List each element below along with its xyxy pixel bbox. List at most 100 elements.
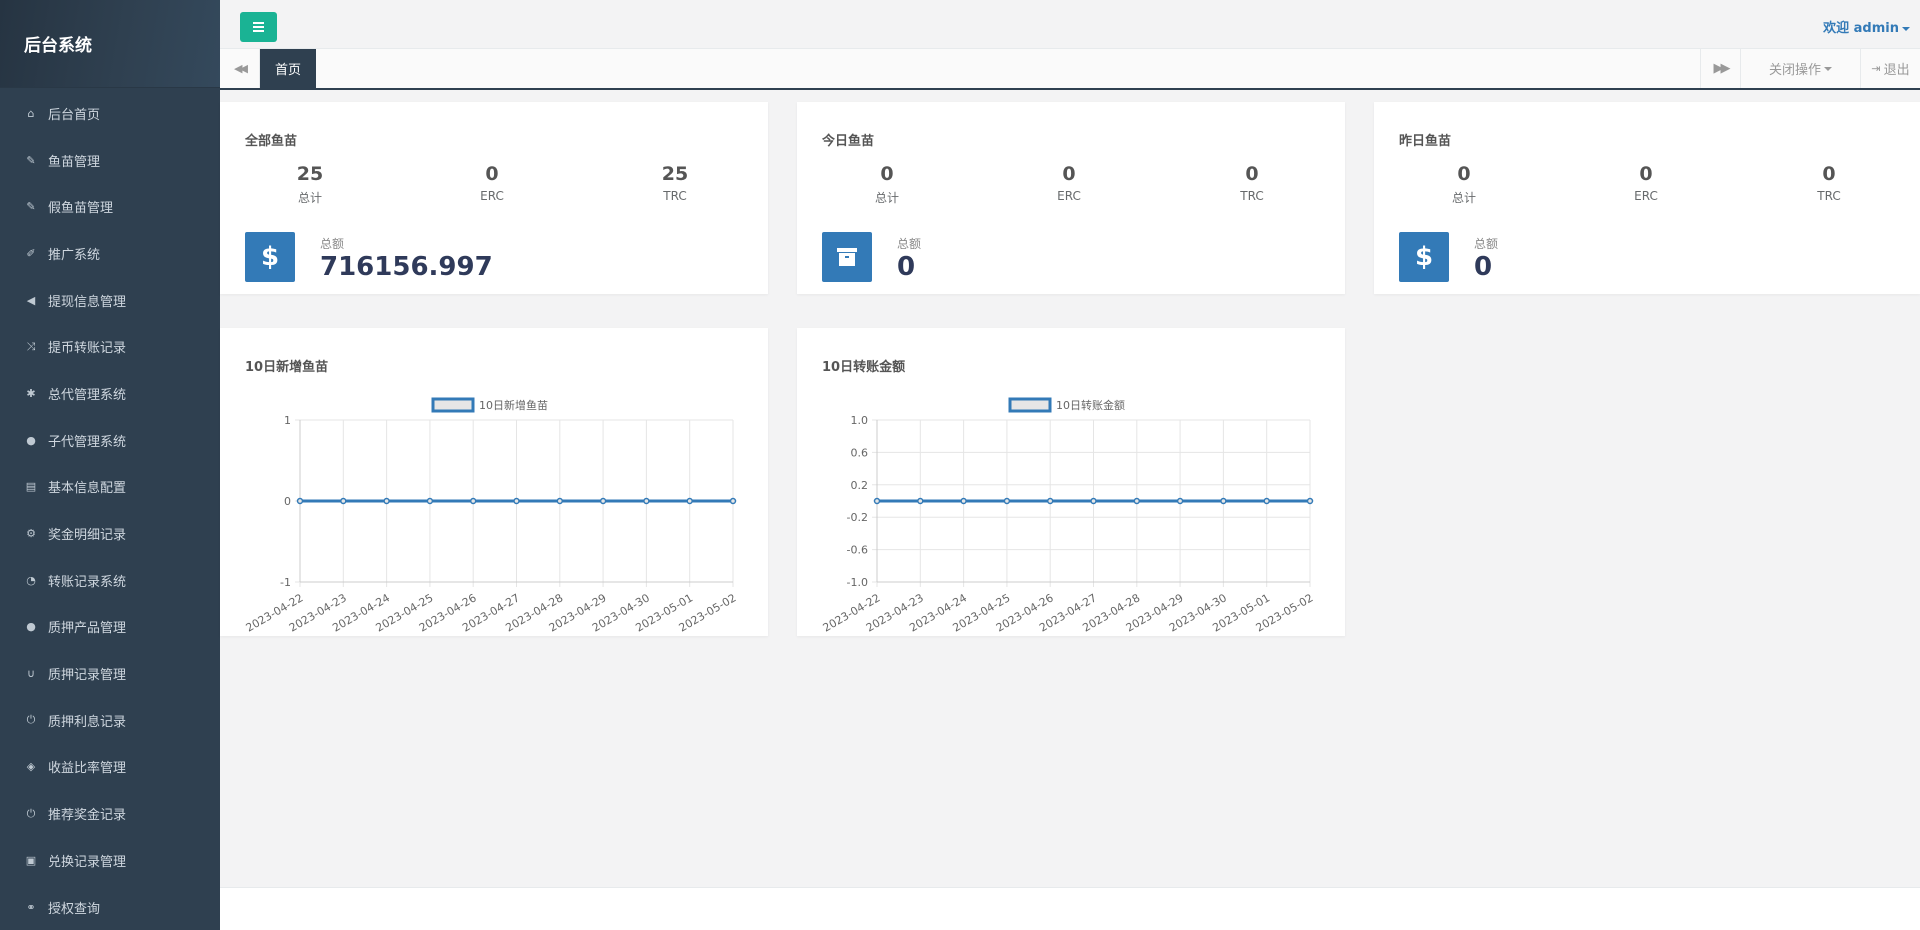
home-icon: ⌂ — [27, 106, 35, 120]
sidebar-item-label: 授权查询 — [48, 901, 101, 917]
file-icon: ▤ — [25, 480, 37, 494]
data-point — [917, 497, 924, 505]
data-point — [426, 497, 434, 505]
stat-label: ERC — [1634, 189, 1658, 203]
menu-bar-icon — [253, 30, 264, 32]
y-tick-label: 1 — [284, 414, 291, 427]
sum-label: 总额 — [897, 237, 922, 251]
chart-card-transfer: 10日转账金额 10日转账金额 1.0 0.6 0.2 -0.2 -0.6 -1.0 2023… — [797, 328, 1345, 636]
menu-toggle-button[interactable] — [240, 12, 277, 42]
sidebar-item-label: 总代管理系统 — [48, 387, 127, 403]
power-icon: ⏻ — [26, 806, 36, 820]
close-ops-dropdown[interactable]: 关闭操作 — [1740, 49, 1860, 88]
chart-title: 10日新增鱼苗 — [245, 360, 329, 375]
stat-erc: 0 ERC — [432, 162, 552, 203]
sidebar-item[interactable]: ✱ 总代管理系统 — [0, 370, 220, 417]
stat-value: 0 — [1639, 163, 1653, 185]
y-tick-label: 0.2 — [851, 479, 869, 492]
sidebar-item[interactable]: ⤨ 提币转账记录 — [0, 323, 220, 370]
forward-icon: ▶▶ — [1713, 61, 1731, 76]
sidebar-item-label: 提币转账记录 — [48, 341, 127, 357]
sidebar-item-label: 子代管理系统 — [48, 434, 127, 450]
data-point — [1090, 497, 1097, 505]
logout-label: 退出 — [1883, 63, 1910, 78]
data-point — [686, 497, 693, 505]
bullhorn-icon: ◀ — [26, 293, 36, 307]
data-point — [556, 497, 564, 505]
data-point — [469, 497, 477, 505]
binoculars-icon: ⚭ — [26, 900, 36, 914]
users-icon: ● — [26, 433, 36, 447]
sidebar-item[interactable]: ✎ 鱼苗管理 — [0, 137, 220, 184]
welcome-text: 欢迎 admin — [1823, 21, 1899, 36]
y-tick-label: 1.0 — [851, 414, 869, 427]
tab-scroll-right-button[interactable]: ▶▶ — [1700, 49, 1740, 88]
logout-button[interactable]: ⇥ 退出 — [1860, 49, 1920, 88]
stat-row: 25 总计 0 ERC 25 TRC — [220, 162, 768, 212]
stat-card-yesterday: 昨日鱼苗 0 总计 0 ERC 0 TRC $ 总额 0 — [1374, 102, 1920, 294]
tab-home[interactable]: 首页 — [260, 49, 316, 88]
sidebar-item[interactable]: ⚙ 奖金明细记录 — [0, 510, 220, 557]
legend-swatch — [1008, 397, 1052, 413]
stat-label: TRC — [663, 189, 687, 203]
dollar-icon: $ — [1399, 232, 1449, 282]
stat-value: 0 — [880, 163, 894, 185]
stat-trc: 0 TRC — [1192, 162, 1312, 203]
sidebar-item[interactable]: ✎ 假鱼苗管理 — [0, 183, 220, 230]
sidebar-item[interactable]: ⚭ 授权查询 — [0, 884, 220, 930]
data-point — [383, 497, 390, 505]
sidebar-item[interactable]: ◈ 收益比率管理 — [0, 744, 220, 791]
sidebar-item[interactable]: ▤ 基本信息配置 — [0, 464, 220, 511]
tab-scroll-left-button[interactable]: ◀◀ — [220, 49, 260, 88]
stat-card-today: 今日鱼苗 0 总计 0 ERC 0 TRC 总额 0 — [797, 102, 1345, 294]
sidebar-item[interactable]: ✐ 推广系统 — [0, 230, 220, 277]
data-point — [1003, 497, 1011, 505]
sidebar-item[interactable]: ● 质押产品管理 — [0, 604, 220, 651]
random-icon: ⤨ — [26, 339, 36, 353]
data-point — [960, 497, 967, 505]
y-tick-label: -0.2 — [847, 511, 868, 524]
shield-icon: ◈ — [26, 760, 36, 774]
sidebar-item[interactable]: ● 子代管理系统 — [0, 417, 220, 464]
stat-value: 25 — [296, 163, 324, 185]
stat-erc: 0 ERC — [1586, 162, 1706, 203]
y-tick-label: -1.0 — [847, 576, 868, 589]
sidebar-item-label: 推荐奖金记录 — [48, 808, 127, 824]
stat-erc: 0 ERC — [1009, 162, 1129, 203]
sign-out-icon: ⇥ — [1871, 62, 1881, 75]
data-point — [1133, 497, 1141, 505]
sidebar-item[interactable]: ▣ 兑换记录管理 — [0, 837, 220, 884]
card-title: 今日鱼苗 — [822, 134, 875, 149]
y-tick-label: 0.6 — [851, 446, 869, 459]
user-menu[interactable]: 欢迎 admin — [1823, 17, 1910, 36]
chart-card-new-fry: 10日新增鱼苗 10日新增鱼苗 1 0 -1 2023-04-22 2023-04-23 2… — [220, 328, 768, 636]
stat-value: 25 — [661, 163, 689, 185]
stat-total: 0 总计 — [827, 162, 947, 206]
tab-bar: ◀◀ 首页 ▶▶ 关闭操作 ⇥ 退出 — [220, 49, 1920, 90]
top-bar: 欢迎 admin — [220, 0, 1920, 49]
magnet-icon: ∪ — [26, 667, 36, 681]
data-point — [340, 497, 347, 505]
stat-value: 0 — [485, 163, 499, 185]
sidebar-item[interactable]: ∪ 质押记录管理 — [0, 650, 220, 697]
sidebar-item[interactable]: ⏻ 推荐奖金记录 — [0, 790, 220, 837]
sum-label: 总额 — [1474, 237, 1499, 251]
sidebar-item[interactable]: ◀ 提现信息管理 — [0, 277, 220, 324]
footer-divider — [220, 887, 1920, 888]
sidebar-item[interactable]: ⌂ 后台首页 — [0, 90, 220, 137]
sidebar-item-label: 推广系统 — [48, 247, 101, 263]
legend-swatch — [431, 397, 475, 413]
comment-icon: ● — [26, 620, 36, 634]
stat-label: 总计 — [874, 191, 899, 205]
save-icon: ▣ — [25, 853, 37, 867]
sidebar-item-label: 兑换记录管理 — [48, 854, 127, 870]
sum-value: 716156.997 — [320, 252, 493, 282]
stat-row: 0 总计 0 ERC 0 TRC — [1374, 162, 1920, 212]
sidebar-item-label: 奖金明细记录 — [48, 528, 127, 544]
sidebar-item[interactable]: ◔ 转账记录系统 — [0, 557, 220, 604]
sidebar-item-label: 转账记录系统 — [48, 574, 127, 590]
sum-value: 0 — [897, 252, 916, 282]
stat-label: ERC — [1057, 189, 1081, 203]
sidebar-item[interactable]: ⏻ 质押利息记录 — [0, 697, 220, 744]
stat-card-all: 全部鱼苗 25 总计 0 ERC 25 TRC $ 总额 716156.997 — [220, 102, 768, 294]
